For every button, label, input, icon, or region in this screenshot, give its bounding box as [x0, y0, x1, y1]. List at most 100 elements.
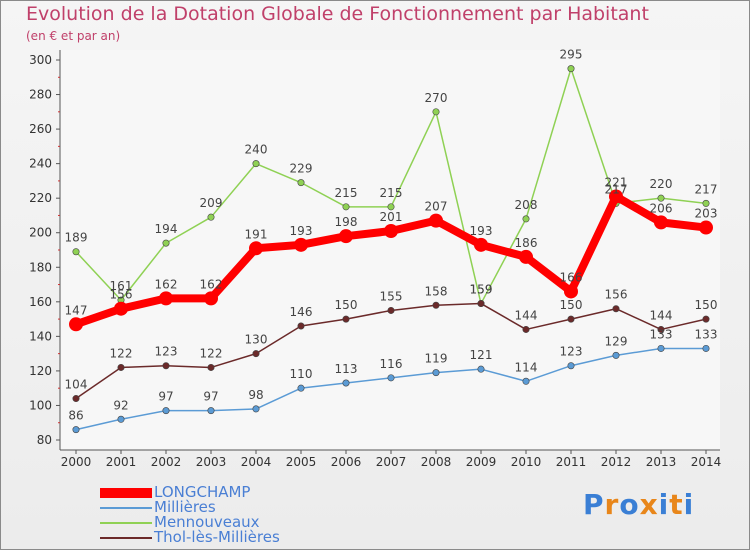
data-point-longchamp: [294, 237, 308, 252]
data-label-longchamp: 221: [605, 175, 628, 189]
data-label-thol-l-s-milli-res: 159: [470, 283, 493, 297]
data-point-mennouveaux: [432, 108, 440, 116]
data-point-longchamp: [609, 189, 623, 204]
y-tick-label: 300: [29, 53, 52, 67]
data-label-longchamp: 147: [65, 303, 88, 317]
logo-letter: i: [658, 488, 670, 521]
data-point-thol-l-s-milli-res: [342, 315, 350, 323]
data-label-thol-l-s-milli-res: 130: [245, 333, 268, 347]
logo-letter: x: [639, 488, 659, 521]
data-point-mennouveaux: [387, 203, 395, 211]
data-label-longchamp: 156: [110, 288, 133, 302]
data-point-milli-res: [207, 407, 215, 415]
data-label-thol-l-s-milli-res: 156: [605, 288, 628, 302]
data-point-longchamp: [204, 291, 218, 306]
data-label-thol-l-s-milli-res: 144: [515, 308, 538, 322]
data-label-mennouveaux: 189: [65, 231, 88, 245]
x-tick-label: 2000: [61, 455, 92, 469]
data-label-mennouveaux: 215: [380, 186, 403, 200]
data-point-mennouveaux: [252, 160, 260, 168]
data-label-milli-res: 116: [380, 357, 403, 371]
data-label-mennouveaux: 217: [605, 182, 628, 196]
data-label-milli-res: 121: [470, 348, 493, 362]
data-label-mennouveaux: 270: [425, 91, 448, 105]
data-label-mennouveaux: 215: [335, 186, 358, 200]
data-label-longchamp: 206: [650, 201, 673, 215]
data-point-longchamp: [159, 291, 173, 306]
data-point-thol-l-s-milli-res: [117, 363, 125, 371]
logo-letter: t: [669, 488, 684, 521]
y-tick-label: 260: [29, 122, 52, 136]
legend-label: Millières: [154, 498, 216, 516]
data-point-mennouveaux: [567, 65, 575, 73]
data-label-longchamp: 193: [290, 224, 313, 238]
data-point-thol-l-s-milli-res: [72, 395, 80, 403]
data-point-thol-l-s-milli-res: [522, 325, 530, 333]
data-label-mennouveaux: 209: [200, 196, 223, 210]
legend-swatch: [100, 537, 152, 539]
data-label-milli-res: 86: [68, 409, 83, 423]
logo-letter: i: [683, 488, 695, 521]
plot-area: [60, 50, 720, 450]
data-label-milli-res: 123: [560, 345, 583, 359]
y-tick-label: 160: [29, 295, 52, 309]
data-label-longchamp: 201: [380, 210, 403, 224]
data-point-milli-res: [612, 351, 620, 359]
data-label-longchamp: 186: [515, 236, 538, 250]
x-tick-label: 2006: [331, 455, 362, 469]
data-label-milli-res: 119: [425, 352, 448, 366]
data-point-mennouveaux: [522, 215, 530, 223]
data-label-longchamp: 191: [245, 227, 268, 241]
x-tick-label: 2008: [421, 455, 452, 469]
data-label-thol-l-s-milli-res: 122: [110, 346, 133, 360]
data-label-longchamp: 162: [200, 277, 223, 291]
x-tick-label: 2007: [376, 455, 407, 469]
chart-subtitle: (en € et par an): [26, 29, 121, 43]
data-point-mennouveaux: [702, 199, 710, 207]
data-point-mennouveaux: [207, 213, 215, 221]
data-point-milli-res: [117, 415, 125, 423]
data-label-longchamp: 162: [155, 277, 178, 291]
data-label-thol-l-s-milli-res: 150: [695, 298, 718, 312]
data-point-milli-res: [252, 405, 260, 413]
x-tick-label: 2014: [691, 455, 722, 469]
data-label-milli-res: 133: [695, 327, 718, 341]
data-label-milli-res: 97: [203, 390, 218, 404]
data-point-thol-l-s-milli-res: [477, 300, 485, 308]
chart-title: Evolution de la Dotation Globale de Fonc…: [26, 3, 649, 25]
data-point-longchamp: [474, 237, 488, 252]
data-label-longchamp: 166: [560, 270, 583, 284]
y-tick-label: 140: [29, 329, 52, 343]
legend-swatch: [100, 507, 152, 509]
x-tick-label: 2013: [646, 455, 677, 469]
data-point-mennouveaux: [657, 194, 665, 202]
data-label-mennouveaux: 161: [110, 279, 133, 293]
data-point-milli-res: [432, 369, 440, 377]
data-point-mennouveaux: [72, 248, 80, 256]
data-label-longchamp: 193: [470, 224, 493, 238]
data-point-milli-res: [657, 344, 665, 352]
y-tick-label: 100: [29, 398, 52, 412]
logo-letter: P: [583, 488, 605, 521]
y-tick-label: 80: [37, 433, 52, 447]
data-label-mennouveaux: 217: [695, 182, 718, 196]
x-tick-label: 2002: [151, 455, 182, 469]
data-point-longchamp: [69, 317, 83, 332]
data-label-milli-res: 113: [335, 362, 358, 376]
data-label-thol-l-s-milli-res: 158: [425, 284, 448, 298]
data-label-mennouveaux: 220: [650, 177, 673, 191]
x-tick-label: 2001: [106, 455, 137, 469]
data-point-milli-res: [387, 374, 395, 382]
data-label-milli-res: 92: [113, 398, 128, 412]
x-tick-label: 2011: [556, 455, 587, 469]
data-point-thol-l-s-milli-res: [702, 315, 710, 323]
data-label-milli-res: 129: [605, 334, 628, 348]
data-label-milli-res: 110: [290, 367, 313, 381]
legend-swatch: [100, 522, 152, 524]
y-tick-label: 180: [29, 260, 52, 274]
data-label-mennouveaux: 208: [515, 198, 538, 212]
data-point-milli-res: [342, 379, 350, 387]
data-point-thol-l-s-milli-res: [252, 350, 260, 358]
data-label-mennouveaux: 229: [290, 162, 313, 176]
